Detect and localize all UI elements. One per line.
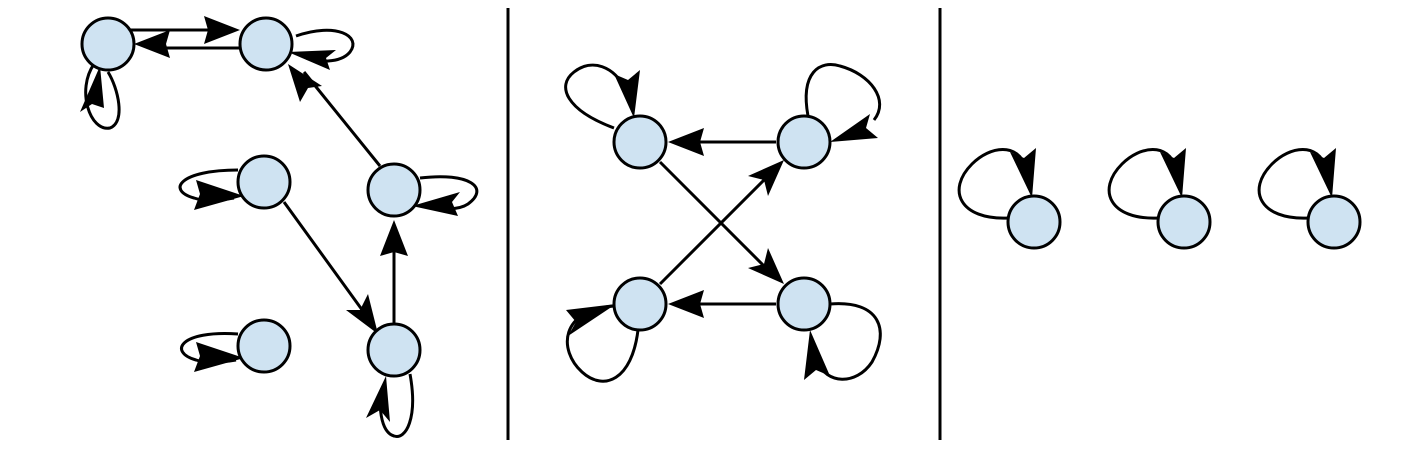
- self-loop-m1: [564, 63, 628, 130]
- node-m1: [612, 114, 668, 170]
- arrowhead-m2-to-m1: [668, 128, 704, 156]
- arrowhead-self-loop-m3: [566, 304, 616, 336]
- node-n3: [236, 154, 292, 210]
- node-k3: [1306, 194, 1362, 250]
- node-m2: [776, 114, 832, 170]
- arrowhead-self-loop-n6: [366, 376, 390, 422]
- arrowhead-n2-to-n1: [134, 30, 170, 58]
- arrowhead-n6-to-n5: [380, 220, 408, 256]
- arrowhead-self-loop-m2: [830, 114, 878, 142]
- self-loop-k1: [957, 148, 1028, 220]
- node-k2: [1156, 194, 1212, 250]
- self-loop-m2: [804, 63, 881, 121]
- arrowhead-m3-to-m2: [748, 160, 784, 196]
- node-n1: [80, 16, 136, 72]
- node-m4: [776, 276, 832, 332]
- arrowhead-self-loop-m1: [614, 70, 640, 118]
- panel-2: [564, 63, 882, 383]
- edge-m3-to-m2: [658, 172, 772, 286]
- self-loop-m4: [816, 302, 882, 381]
- panel-1: [80, 16, 479, 438]
- arrowhead-self-loop-k3: [1310, 148, 1336, 198]
- arrowhead-self-loop-k1: [1010, 148, 1036, 198]
- arrowhead-n3-to-n6: [346, 294, 378, 334]
- arrowhead-self-loop-m4: [804, 330, 830, 380]
- arrowhead-self-loop-n3: [194, 180, 244, 210]
- arrowhead-self-loop-k2: [1160, 148, 1186, 198]
- arrowhead-self-loop-n5: [412, 192, 460, 216]
- node-n2: [238, 16, 294, 72]
- arrowhead-m1-to-m4: [748, 248, 784, 284]
- self-loop-k2: [1107, 148, 1178, 220]
- edge-m1-to-m4: [658, 160, 772, 274]
- self-loop-k3: [1257, 148, 1328, 220]
- node-n6: [366, 322, 422, 378]
- arrowhead-m4-to-m3: [668, 290, 704, 318]
- arrowhead-self-loop-n2: [288, 50, 336, 70]
- arrowhead-self-loop-n1: [80, 66, 104, 112]
- self-loop-n1: [84, 63, 121, 130]
- node-n5: [366, 162, 422, 218]
- edge-n3-to-n6: [282, 201, 370, 319]
- panel-3: [957, 148, 1362, 250]
- arrowhead-n1-to-n2: [204, 16, 240, 44]
- node-m3: [612, 276, 668, 332]
- node-n4: [236, 318, 292, 374]
- arrowhead-n5-to-n2: [288, 64, 322, 102]
- edge-n5-to-n2: [302, 71, 382, 167]
- node-k1: [1006, 194, 1062, 250]
- arrowhead-self-loop-n4: [194, 342, 244, 372]
